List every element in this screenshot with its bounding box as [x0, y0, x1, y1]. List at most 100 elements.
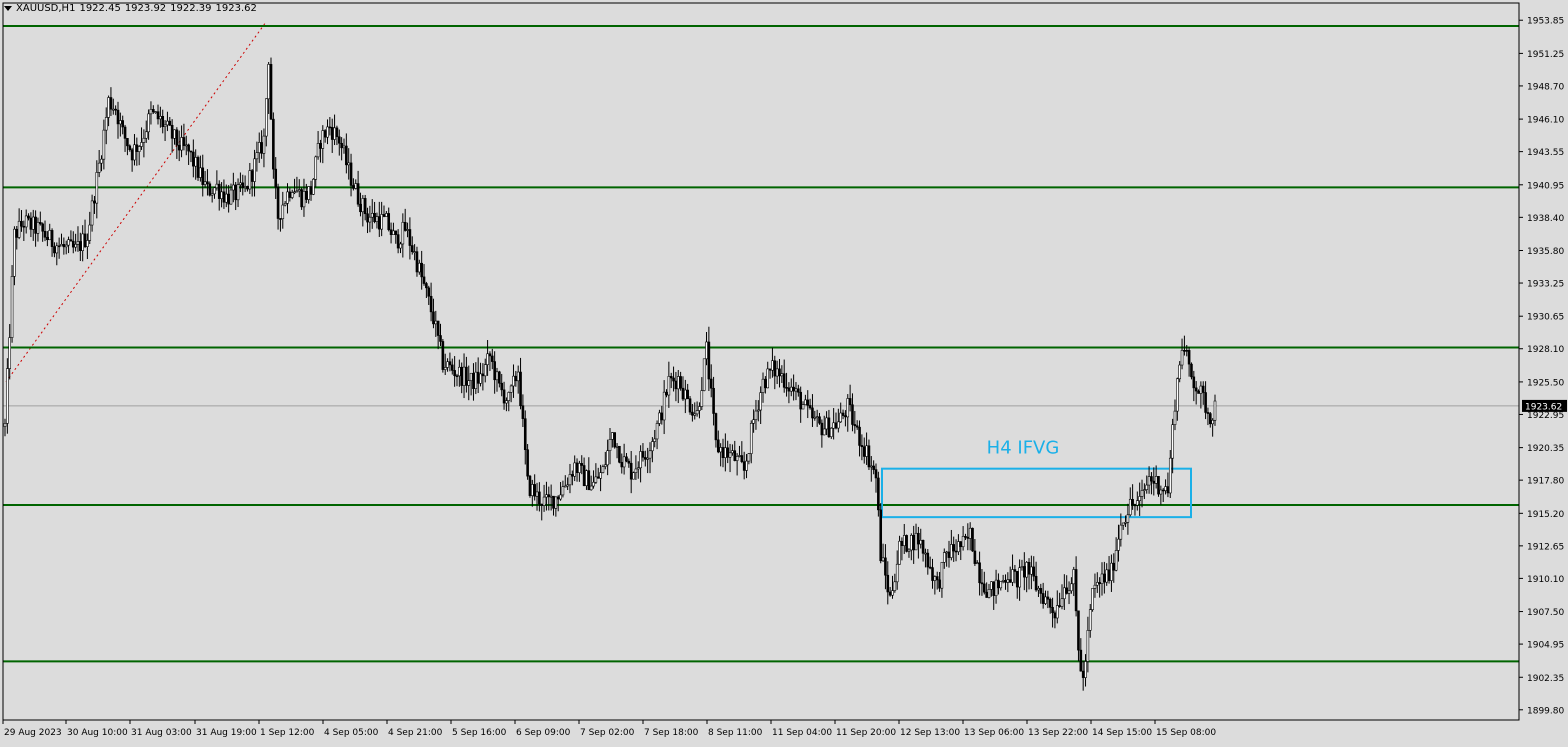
candle-bear — [526, 449, 529, 477]
candle — [571, 470, 574, 486]
candle-bull — [881, 557, 885, 562]
candle-bear — [356, 183, 360, 205]
candle-bull — [1119, 524, 1123, 540]
candle — [234, 181, 238, 211]
candle — [1088, 603, 1092, 638]
candle — [64, 240, 68, 255]
candle — [168, 117, 172, 126]
candle-bull — [6, 368, 9, 424]
candle-bear — [947, 551, 951, 558]
candle-bull — [615, 445, 619, 448]
candle-bear — [644, 457, 647, 460]
candle-bear — [502, 389, 506, 404]
candle-bear — [276, 186, 280, 219]
candle-bear — [481, 373, 485, 377]
candle-bull — [385, 213, 388, 217]
candle — [608, 427, 612, 465]
candle-bull — [1176, 378, 1179, 412]
candle-bear — [222, 191, 226, 203]
candle-bear — [931, 567, 934, 581]
x-tick-label: 31 Aug 03:00 — [131, 728, 192, 738]
candle — [474, 362, 478, 395]
candle-bear — [241, 182, 245, 189]
candle — [921, 539, 925, 562]
candle — [629, 450, 633, 494]
candle-bull — [646, 457, 649, 460]
candle-bull — [467, 380, 471, 386]
candle — [267, 62, 270, 114]
candle — [166, 111, 169, 132]
candle-bull — [801, 404, 805, 410]
candle — [413, 244, 416, 261]
candle — [1093, 573, 1097, 598]
candle — [392, 222, 395, 235]
candle-bear — [811, 407, 814, 419]
candle-bear — [1027, 562, 1031, 575]
candle — [728, 443, 732, 473]
candle — [380, 201, 383, 237]
candle-bull — [1145, 484, 1149, 490]
candle — [884, 544, 887, 590]
candle-bear — [1041, 593, 1045, 604]
candle — [1166, 472, 1170, 498]
candle-bull — [578, 463, 581, 473]
candle — [681, 376, 685, 401]
candle — [295, 176, 299, 193]
candle — [1105, 563, 1109, 586]
x-tick-label: 13 Sep 22:00 — [1028, 728, 1088, 738]
candle — [881, 543, 885, 562]
candle-bull — [36, 222, 40, 234]
candle — [27, 213, 30, 221]
candle — [279, 218, 282, 232]
candle-bull — [469, 372, 473, 382]
close-value: 1923.62 — [215, 3, 257, 14]
low-value: 1922.39 — [170, 3, 212, 14]
candle-bear — [917, 532, 920, 545]
candle-bull — [90, 200, 94, 226]
y-tick-label: 1920.35 — [1527, 444, 1564, 454]
candle-bull — [1147, 476, 1151, 486]
candle-bear — [726, 447, 730, 458]
fvg-zone[interactable] — [881, 467, 1192, 519]
candle — [375, 212, 379, 229]
candle — [787, 382, 791, 404]
trend-line[interactable] — [5, 23, 266, 383]
candle-bear — [1034, 575, 1038, 591]
candle-bear — [22, 225, 26, 228]
candle — [425, 281, 428, 299]
candle — [173, 129, 176, 145]
candle — [848, 384, 852, 412]
candle-bull — [1138, 496, 1141, 502]
candle-bear — [806, 399, 810, 406]
candle-bear — [980, 582, 984, 585]
candle-bear — [844, 415, 847, 418]
candle-bull — [1164, 486, 1167, 491]
candle-bull — [655, 423, 659, 440]
candle — [622, 443, 626, 475]
candle-bear — [387, 213, 391, 231]
candle-bull — [509, 385, 513, 393]
x-tick-label: 11 Sep 04:00 — [772, 728, 832, 738]
candle-bear — [533, 484, 536, 497]
x-tick-label: 31 Aug 19:00 — [196, 728, 257, 738]
candle-bull — [757, 409, 760, 412]
candle-bear — [498, 371, 501, 384]
candle — [1117, 524, 1120, 562]
candle — [1107, 556, 1111, 584]
candle — [533, 474, 536, 501]
candle-bear — [288, 191, 292, 198]
candle-bull — [561, 486, 565, 496]
candle — [401, 213, 405, 258]
candle-bear — [954, 550, 958, 553]
candle-bull — [601, 466, 605, 473]
candle — [408, 217, 412, 260]
candle-bull — [474, 371, 478, 389]
candle-bear — [465, 366, 468, 386]
candle-bear — [1190, 363, 1193, 378]
candle — [95, 160, 99, 219]
candle-bull — [702, 358, 706, 391]
candle — [1041, 582, 1045, 609]
chevron-down-icon[interactable] — [4, 5, 12, 11]
candle-bull — [281, 204, 285, 220]
